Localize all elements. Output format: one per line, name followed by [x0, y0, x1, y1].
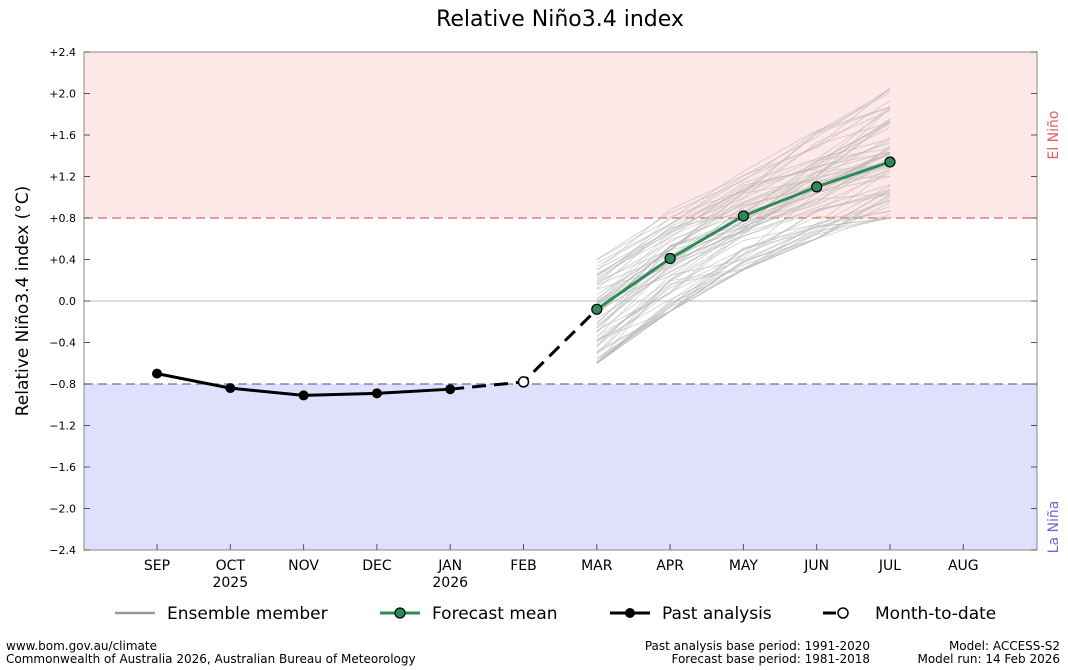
el-nino-band: [84, 52, 1037, 218]
legend-item: Past analysis: [610, 604, 772, 624]
past-analysis-point: [445, 384, 456, 395]
x-tick-label: JAN: [437, 558, 462, 574]
past-analysis-point: [371, 388, 382, 399]
legend-item: Forecast mean: [380, 604, 558, 624]
legend-marker-past: [625, 608, 635, 618]
footer-forecast-base: Forecast base period: 1981-2018: [671, 652, 870, 666]
y-tick-label: −0.8: [49, 378, 76, 391]
legend: Ensemble member Forecast mean Past analysi…: [115, 604, 996, 624]
ensemble-member-line: [596, 105, 891, 275]
past-analysis-point: [152, 368, 162, 379]
ensemble-member-line: [596, 172, 891, 347]
legend-label: Month-to-date: [875, 604, 996, 624]
footer-base-periods: Past analysis base period: 1991-2020 For…: [600, 640, 870, 666]
footer-source: www.bom.gov.au/climate Commonwealth of A…: [6, 640, 416, 666]
enso-chart: +2.4 +2.0 +1.6 +1.2 +0.8 +0.4 0.0 −0.4 −0.8 −1.2 −…: [13, 7, 1062, 624]
legend-marker-forecast: [394, 607, 406, 619]
forecast-mean-point: [737, 210, 750, 222]
ensemble-member-line: [596, 217, 891, 352]
past-analysis-point: [298, 390, 309, 401]
y-tick-label: −0.4: [49, 337, 76, 350]
legend-item: Ensemble member: [115, 604, 328, 624]
x-tick-label: MAR: [581, 558, 613, 574]
ensemble-member-line: [596, 210, 891, 348]
ensemble-member-line: [596, 192, 891, 311]
x-tick-label: SEP: [144, 558, 170, 574]
ensemble-member-line: [596, 109, 891, 278]
y-tick-label: −1.6: [49, 461, 76, 474]
ensemble-member-line: [596, 189, 891, 362]
ensemble-member-line: [596, 170, 891, 303]
y-tick-label: −2.4: [49, 544, 76, 557]
y-tick-label: +1.6: [49, 129, 76, 142]
year-label: 2025: [212, 575, 248, 591]
x-tick-label: OCT: [216, 558, 246, 574]
ensemble-member-line: [596, 184, 891, 364]
year-label: 2026: [432, 575, 468, 591]
ensemble-member-line: [596, 152, 891, 282]
forecast-mean-point: [811, 181, 823, 193]
footer-model-name: Model: ACCESS-S2: [948, 639, 1060, 653]
forecast-mean-point: [591, 303, 603, 315]
y-axis-label: Relative Niño3.4 index (°C): [13, 186, 33, 417]
forecast-mean-point: [664, 252, 676, 265]
ensemble-member-line: [596, 121, 891, 296]
ensemble-member-line: [596, 89, 891, 260]
ensemble-member-line: [596, 121, 891, 301]
ensemble-member-line: [596, 151, 891, 303]
x-tick-label: NOV: [288, 558, 319, 574]
month-to-date-point: [517, 376, 530, 388]
legend-label: Past analysis: [662, 604, 772, 624]
ensemble-members: [596, 87, 891, 364]
y-tick-label: 0.0: [59, 295, 77, 308]
y-tick-label: +2.4: [49, 46, 76, 59]
ensemble-member-line: [596, 87, 891, 264]
y-tick-label: −2.0: [49, 503, 76, 516]
ensemble-member-line: [596, 216, 891, 364]
footer-url[interactable]: www.bom.gov.au/climate: [6, 639, 157, 653]
la-nina-band: [84, 384, 1037, 550]
forecast-mean-point: [884, 156, 896, 168]
el-nino-label: El Niño: [1046, 111, 1062, 160]
x-tick-label: MAY: [729, 558, 759, 574]
x-tick-label: FEB: [510, 558, 537, 574]
y-tick-label: +0.8: [49, 212, 76, 225]
ensemble-member-line: [596, 193, 891, 337]
footer-copyright: Commonwealth of Australia 2026, Australi…: [6, 652, 416, 666]
ensemble-member-line: [596, 168, 891, 346]
legend-label: Ensemble member: [167, 604, 328, 624]
ensemble-member-line: [596, 118, 891, 276]
chart-title: Relative Niño3.4 index: [436, 7, 684, 32]
x-tick-label: JUN: [803, 558, 829, 574]
x-tick-label: APR: [656, 558, 684, 574]
x-tick-label: AUG: [948, 558, 979, 574]
legend-marker-mtd: [837, 607, 849, 619]
footer-model-run: Model run: 14 Feb 2026: [917, 652, 1060, 666]
legend-item: Month-to-date: [823, 604, 996, 624]
y-tick-label: +0.4: [49, 254, 76, 267]
ensemble-member-line: [596, 106, 891, 260]
past-analysis-point: [225, 383, 236, 394]
x-tick-label: JUL: [878, 558, 901, 574]
footer-model: Model: ACCESS-S2 Model run: 14 Feb 2026: [880, 640, 1060, 666]
ensemble-member-line: [596, 153, 891, 314]
y-tick-label: +1.2: [49, 171, 76, 184]
x-tick-label: DEC: [362, 558, 392, 574]
ensemble-member-line: [596, 110, 891, 276]
y-tick-label: +2.0: [49, 88, 76, 101]
y-tick-label: −1.2: [49, 420, 76, 433]
footer-past-base: Past analysis base period: 1991-2020: [644, 639, 870, 653]
legend-label: Forecast mean: [432, 604, 558, 624]
ensemble-member-line: [596, 176, 891, 341]
la-nina-label: La Niña: [1046, 501, 1062, 554]
